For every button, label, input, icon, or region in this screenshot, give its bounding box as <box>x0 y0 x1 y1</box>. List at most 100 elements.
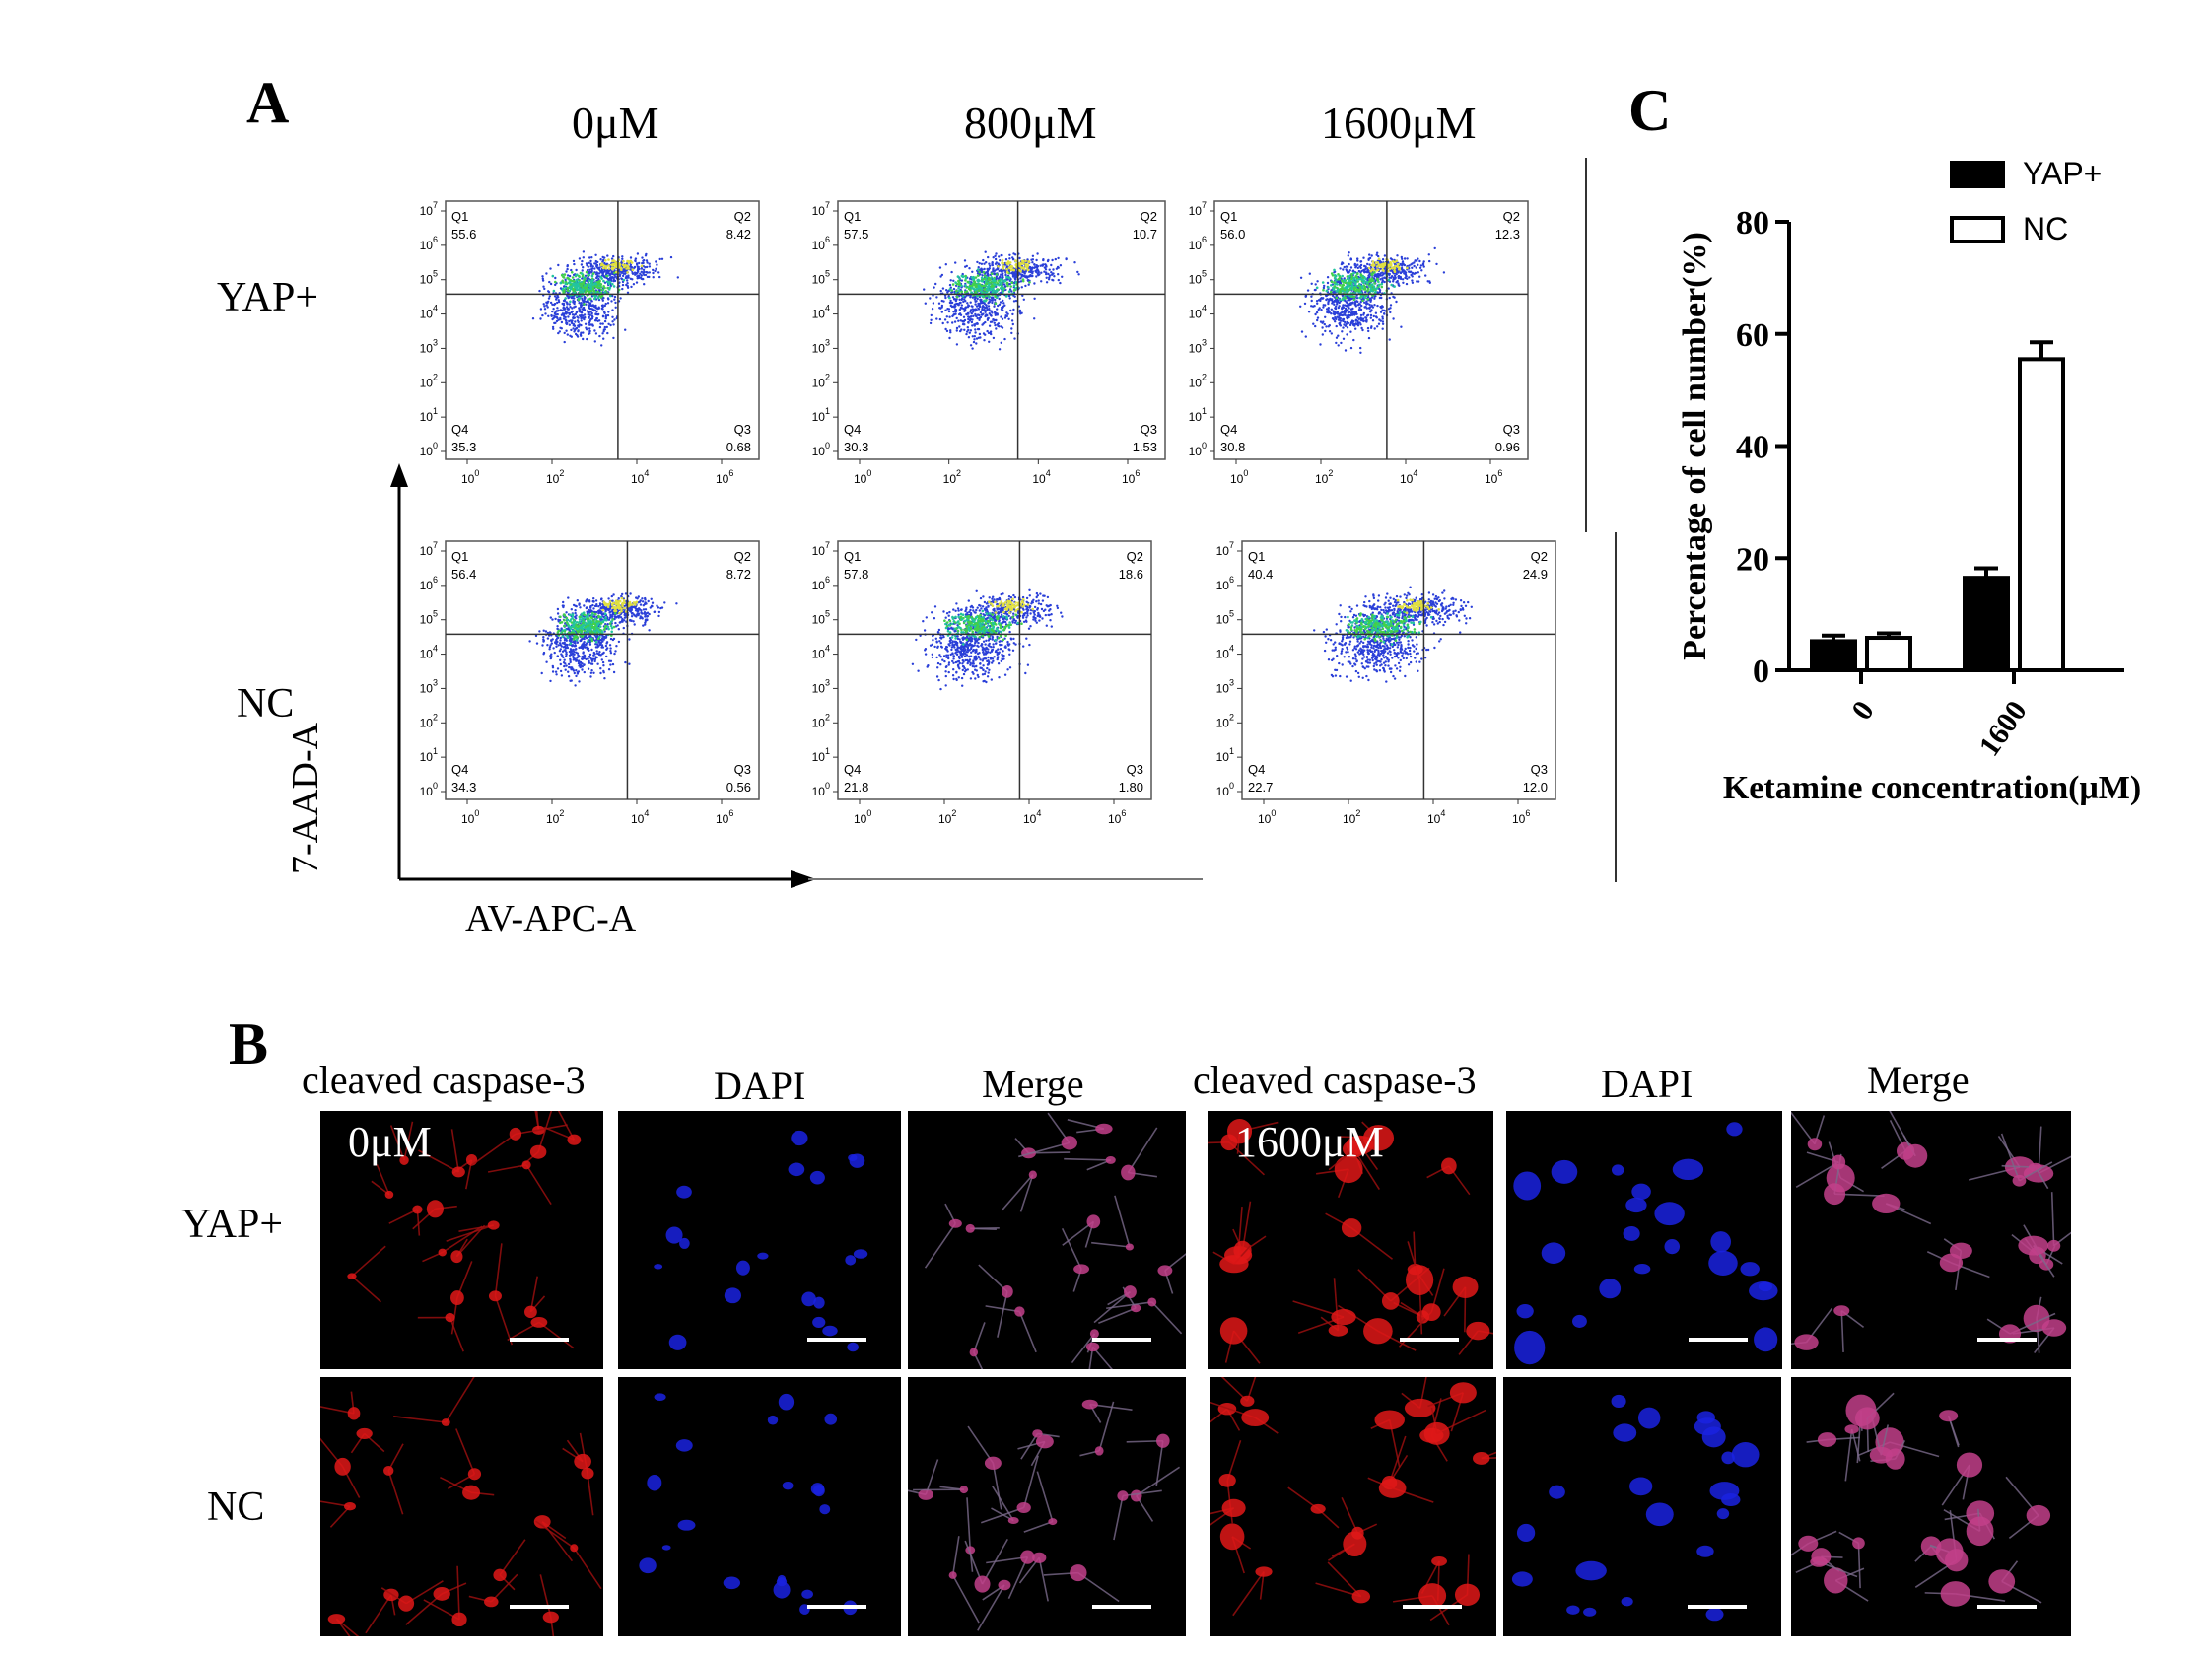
q4-value: 34.3 <box>451 780 476 795</box>
y-tick-label: 103 <box>420 677 438 695</box>
scatter-dots <box>528 592 678 687</box>
y-tick-label: 107 <box>1216 540 1234 558</box>
y-axis-label-7aad: 7-AAD-A <box>285 722 326 875</box>
y-tick-label: 107 <box>420 540 438 558</box>
q3-label: Q3 <box>1141 422 1157 437</box>
y-tick-label: 104 <box>420 304 438 321</box>
flow-plot-svg: Q1 57.5 Q2 10.7 Q4 30.3 Q3 1.53 107 106 105 104 103 1… <box>812 200 1166 486</box>
image-yap-0-merge <box>908 1111 1186 1369</box>
legend-swatch <box>1950 161 2005 188</box>
y-tick-label: 104 <box>1216 644 1234 661</box>
bar-nc-0 <box>1865 636 1912 673</box>
flow-plot-svg: Q1 56.0 Q2 12.3 Q4 30.8 Q3 0.96 107 106 105 104 103 1… <box>1189 200 1529 486</box>
ihc-row-label-yap: YAP+ <box>181 1202 284 1247</box>
q2-label: Q2 <box>1127 549 1143 564</box>
q4-value: 21.8 <box>844 780 868 795</box>
y-tick-label: 105 <box>420 609 438 627</box>
image-nc-1600-merge <box>1791 1377 2071 1636</box>
y-tick-label: 100 <box>812 441 830 458</box>
y-tick-label: 102 <box>420 372 438 389</box>
micrograph <box>1511 1394 1760 1622</box>
x-axis-label-av-apc: AV-APC-A <box>465 898 637 939</box>
y-tick-label: 105 <box>1216 609 1234 627</box>
x-tick-label: 100 <box>1258 808 1276 826</box>
y-tick-label: 104 <box>420 644 438 661</box>
q1-value: 56.0 <box>1220 227 1245 242</box>
ihc-row-label-nc: NC <box>207 1485 265 1530</box>
x-tick-label: 102 <box>938 808 956 826</box>
image-nc-0-caspase <box>320 1377 603 1636</box>
y-tick-label: 103 <box>1216 677 1234 695</box>
y-tick-label: 101 <box>1216 746 1234 764</box>
x-tick-label: 102 <box>1343 808 1360 826</box>
y-tick-label: 100 <box>1216 781 1234 798</box>
y-tick-label: 107 <box>812 540 830 558</box>
legend-label: NC <box>2023 211 2068 246</box>
flow-plot-yap-1600: Q1 56.0 Q2 12.3 Q4 30.8 Q3 0.96 107 106 105 104 103 1… <box>1173 197 1546 498</box>
y-tick-label: 102 <box>1216 712 1234 729</box>
y-tick-label: 0 <box>1753 654 1769 690</box>
q3-value: 1.53 <box>1133 440 1157 454</box>
q2-label: Q2 <box>734 209 751 224</box>
plot-frame <box>837 200 1166 460</box>
y-tick-label: 101 <box>812 406 830 424</box>
micrograph <box>1208 1118 1493 1364</box>
panel-a-axes <box>390 463 816 888</box>
micrograph <box>1513 1122 1778 1365</box>
legend-swatch <box>1950 216 2005 243</box>
y-tick-label: 106 <box>1189 235 1207 252</box>
x-tick-label: 104 <box>1032 468 1050 486</box>
flow-plot-svg: Q1 40.4 Q2 24.9 Q4 22.7 Q3 12.0 107 106 105 104 103 1… <box>1216 540 1556 826</box>
q1-label: Q1 <box>451 549 468 564</box>
x-tick-label: 102 <box>1315 468 1333 486</box>
q1-value: 56.4 <box>451 567 476 582</box>
y-tick-label: 106 <box>812 575 830 592</box>
q4-label: Q4 <box>451 422 468 437</box>
x-tick-label: 0 <box>1845 695 1881 726</box>
q3-label: Q3 <box>734 422 751 437</box>
image-concentration-label: 0μM <box>348 1118 432 1166</box>
q4-label: Q4 <box>451 762 468 777</box>
y-tick-label: 100 <box>812 781 830 798</box>
panel-a-letter: A <box>246 70 290 135</box>
y-tick-label: 103 <box>1189 337 1207 355</box>
x-tick-label: 102 <box>546 468 564 486</box>
x-axis-title: Ketamine concentration(μM) <box>1723 770 2141 806</box>
y-tick-label: 104 <box>1189 304 1207 321</box>
x-tick-label: 106 <box>716 808 733 826</box>
q4-label: Q4 <box>1220 422 1237 437</box>
scatter-dots <box>923 250 1080 351</box>
flow-plot-nc-0: Q1 56.4 Q2 8.72 Q4 34.3 Q3 0.56 107 106 105 104 103 1… <box>404 537 777 838</box>
q4-value: 30.8 <box>1220 440 1245 454</box>
x-tick-label: 100 <box>854 808 871 826</box>
x-tick-label: 106 <box>1122 468 1140 486</box>
image-yap-0-caspase: 0μM <box>320 1111 603 1369</box>
y-tick-label: 107 <box>812 200 830 218</box>
y-tick-label: 106 <box>1216 575 1234 592</box>
image-nc-0-dapi <box>618 1377 901 1636</box>
y-tick-label: 105 <box>1189 269 1207 287</box>
x-tick-label: 106 <box>1512 808 1530 826</box>
x-tick-label: 100 <box>854 468 871 486</box>
y-tick-label: 102 <box>1189 372 1207 389</box>
micrograph <box>320 1377 602 1636</box>
y-tick-label: 101 <box>812 746 830 764</box>
q2-label: Q2 <box>1141 209 1157 224</box>
q4-label: Q4 <box>844 762 861 777</box>
q2-label: Q2 <box>734 549 751 564</box>
x-tick-label: 100 <box>461 808 479 826</box>
x-tick-label: 104 <box>1427 808 1445 826</box>
q4-value: 22.7 <box>1248 780 1273 795</box>
y-axis-title: Percentage of cell number(%) <box>1677 232 1713 660</box>
flow-plot-svg: Q1 56.4 Q2 8.72 Q4 34.3 Q3 0.56 107 106 105 104 103 1… <box>420 540 760 826</box>
plot-frame <box>1213 200 1529 460</box>
y-tick-label: 106 <box>812 235 830 252</box>
row-label-nc: NC <box>237 681 295 726</box>
q3-label: Q3 <box>734 762 751 777</box>
x-tick-label: 106 <box>1108 808 1126 826</box>
y-tick-label: 40 <box>1736 430 1769 466</box>
y-tick-label: 102 <box>812 712 830 729</box>
col-title-caspase-left: cleaved caspase-3 <box>302 1058 586 1102</box>
scatter-dots <box>1299 246 1446 354</box>
y-tick-label: 105 <box>420 269 438 287</box>
